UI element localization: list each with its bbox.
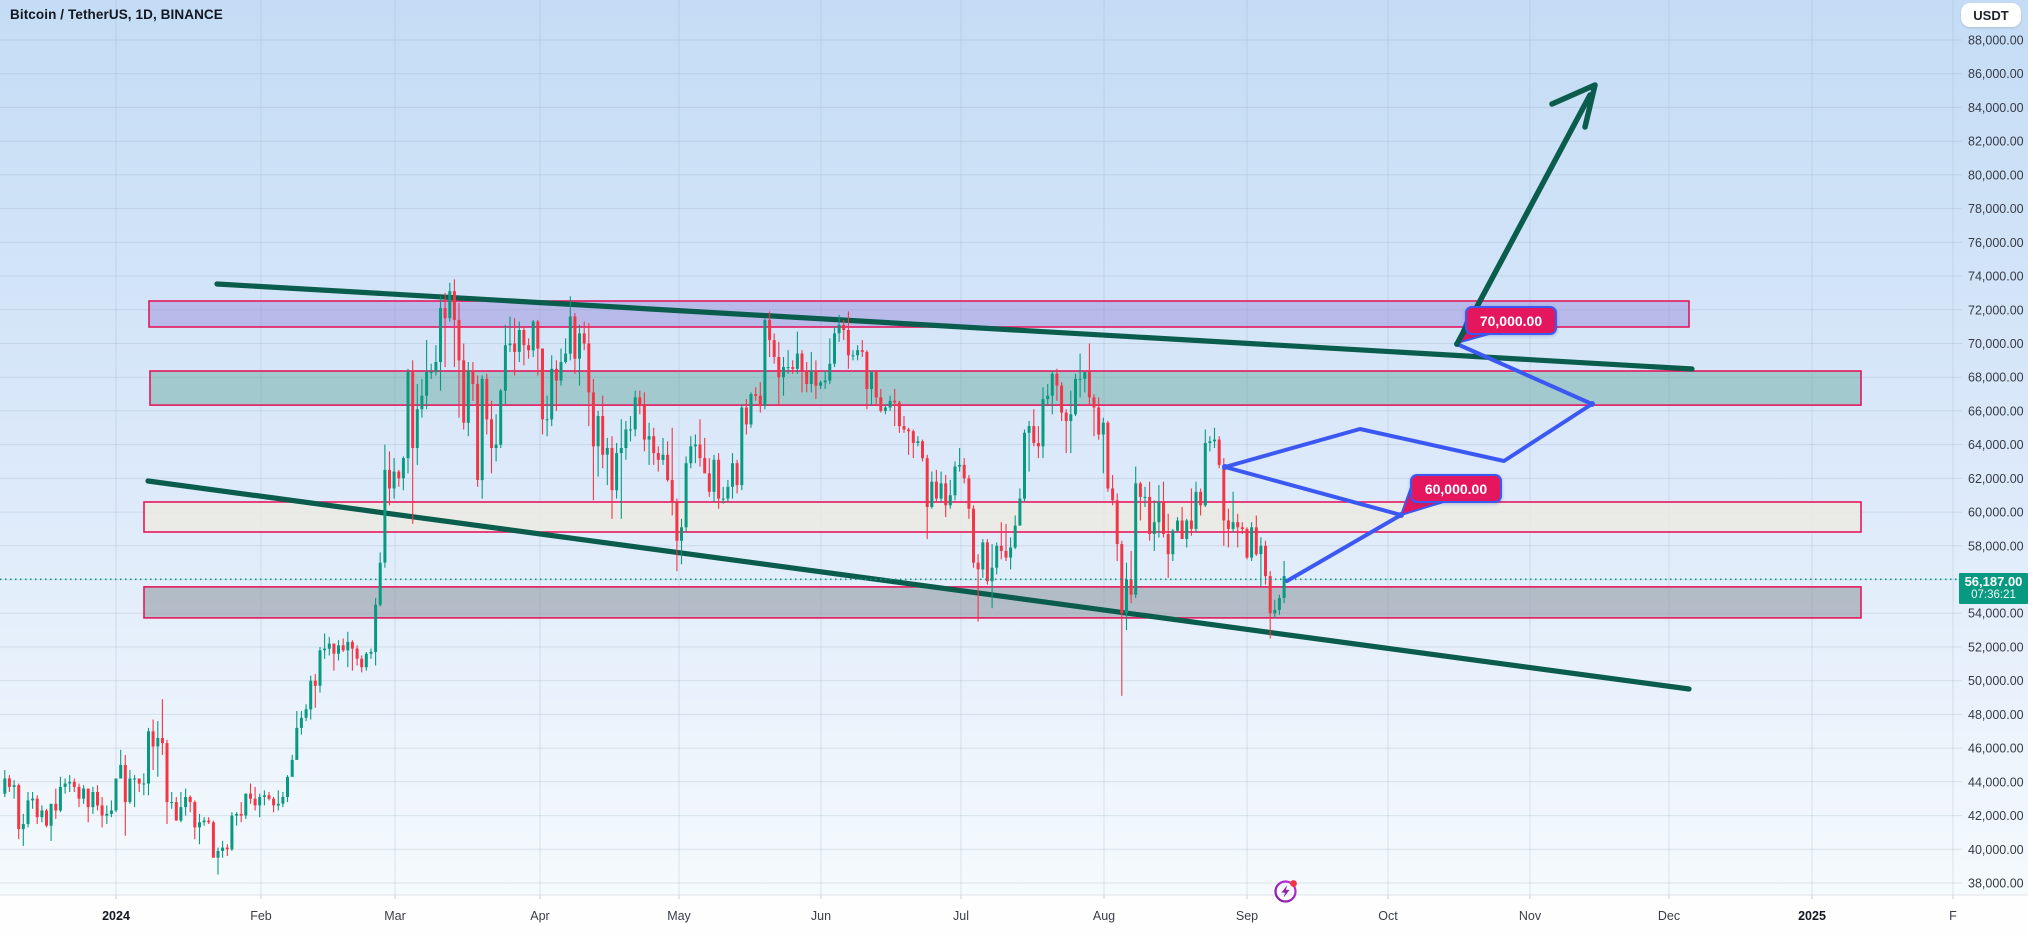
svg-text:86,000.00: 86,000.00 [1968, 67, 2024, 81]
svg-text:Aug: Aug [1093, 909, 1115, 923]
svg-text:84,000.00: 84,000.00 [1968, 101, 2024, 115]
svg-text:44,000.00: 44,000.00 [1968, 775, 2024, 789]
svg-text:Feb: Feb [250, 909, 272, 923]
svg-text:Oct: Oct [1378, 909, 1398, 923]
svg-text:78,000.00: 78,000.00 [1968, 202, 2024, 216]
current-price-badge: 56,187.00 07:36:21 [1959, 573, 2028, 604]
svg-text:62,000.00: 62,000.00 [1968, 472, 2024, 486]
svg-text:Sep: Sep [1236, 909, 1258, 923]
svg-text:Mar: Mar [384, 909, 406, 923]
lower-channel-line [145, 478, 1692, 692]
price-flag-70000[interactable]: 70,000.00 [1465, 306, 1557, 335]
symbol-title: Bitcoin / TetherUS, 1D, BINANCE [10, 7, 223, 22]
svg-text:Jul: Jul [953, 909, 969, 923]
svg-text:F: F [1949, 909, 1957, 923]
currency-toggle-button[interactable]: USDT [1961, 3, 2021, 27]
svg-text:48,000.00: 48,000.00 [1968, 708, 2024, 722]
svg-text:88,000.00: 88,000.00 [1968, 34, 2024, 48]
svg-text:82,000.00: 82,000.00 [1968, 135, 2024, 149]
svg-text:70,000.00: 70,000.00 [1968, 337, 2024, 351]
candle-countdown: 07:36:21 [1971, 589, 2016, 602]
svg-text:68,000.00: 68,000.00 [1968, 371, 2024, 385]
svg-text:64,000.00: 64,000.00 [1968, 438, 2024, 452]
svg-text:54,000.00: 54,000.00 [1968, 607, 2024, 621]
svg-text:66,000.00: 66,000.00 [1968, 404, 2024, 418]
svg-text:76,000.00: 76,000.00 [1968, 236, 2024, 250]
current-price-value: 56,187.00 [1964, 573, 2023, 589]
svg-text:40,000.00: 40,000.00 [1968, 843, 2024, 857]
svg-text:Jun: Jun [811, 909, 831, 923]
svg-text:May: May [667, 909, 691, 923]
svg-text:Apr: Apr [530, 909, 549, 923]
svg-text:72,000.00: 72,000.00 [1968, 303, 2024, 317]
price-flag-60000[interactable]: 60,000.00 [1410, 474, 1502, 503]
time-axis [0, 895, 2028, 935]
svg-text:60,000.00: 60,000.00 [1968, 506, 2024, 520]
svg-text:52,000.00: 52,000.00 [1968, 641, 2024, 655]
upper-channel-line [214, 281, 1695, 372]
supply-zone-67k [149, 370, 1862, 406]
svg-text:2025: 2025 [1798, 909, 1826, 923]
svg-text:38,000.00: 38,000.00 [1968, 877, 2024, 891]
svg-text:Nov: Nov [1519, 909, 1542, 923]
svg-text:50,000.00: 50,000.00 [1968, 674, 2024, 688]
svg-text:58,000.00: 58,000.00 [1968, 539, 2024, 553]
svg-text:80,000.00: 80,000.00 [1968, 168, 2024, 182]
svg-text:74,000.00: 74,000.00 [1968, 270, 2024, 284]
svg-text:42,000.00: 42,000.00 [1968, 809, 2024, 823]
svg-text:Dec: Dec [1658, 909, 1680, 923]
svg-text:46,000.00: 46,000.00 [1968, 742, 2024, 756]
demand-zone-54k [143, 586, 1862, 619]
breakout-arrow [1454, 92, 1593, 347]
chart-background [0, 0, 2028, 895]
breakout-arrow-head [1549, 82, 1598, 130]
ideas-lightning-icon[interactable] [1271, 876, 1301, 906]
svg-text:2024: 2024 [102, 909, 130, 923]
